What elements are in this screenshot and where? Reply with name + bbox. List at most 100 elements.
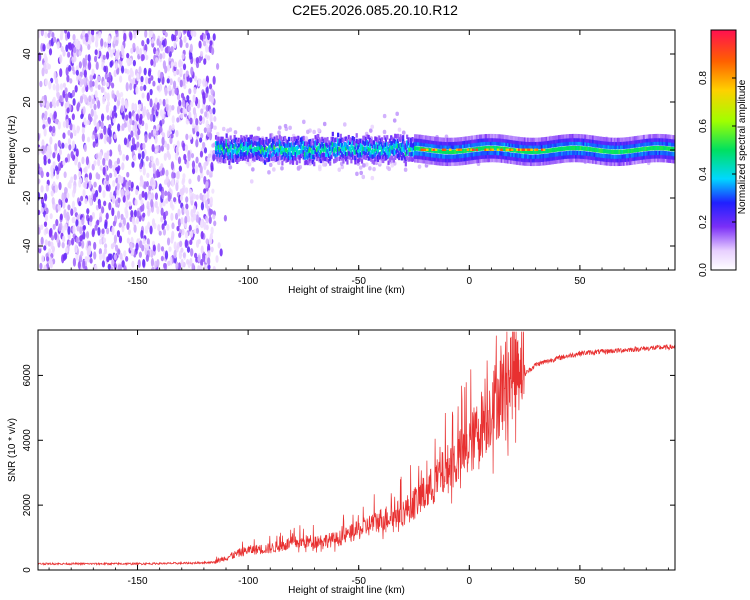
noise-cell [59, 68, 63, 78]
band-cell [528, 137, 531, 143]
band-cell [604, 157, 607, 162]
band-cell [303, 141, 307, 147]
halo-cell [403, 167, 408, 172]
band-cell [630, 148, 633, 153]
band-cell [440, 154, 443, 159]
band-cell [330, 154, 333, 160]
band-cell [388, 138, 391, 144]
band-cell [647, 141, 650, 146]
band-cell [511, 159, 514, 165]
band-cell [294, 147, 297, 152]
noise-cell [66, 74, 70, 83]
band-cell [463, 157, 466, 162]
noise-cell [152, 128, 157, 137]
band-cell [458, 153, 462, 159]
noise-cell [150, 192, 155, 201]
band-cell [224, 153, 227, 158]
band-cell [471, 159, 474, 164]
noise-cell [102, 237, 107, 244]
band-cell [534, 161, 537, 167]
band-cell [455, 154, 459, 159]
band-cell [601, 136, 604, 142]
band-cell [644, 151, 647, 156]
plot-frame [37, 329, 676, 571]
band-cell [368, 156, 372, 161]
noise-cell [38, 178, 41, 184]
noise-cell [142, 258, 146, 268]
noise-cell [190, 247, 194, 257]
band-cell [440, 141, 443, 146]
noise-cell [75, 69, 79, 76]
band-cell [500, 151, 503, 156]
band-cell [588, 159, 592, 164]
band-cell [432, 136, 435, 141]
band-cell [291, 146, 295, 151]
noise-cell [156, 259, 160, 268]
band-cell [581, 134, 584, 139]
noise-cell [65, 67, 69, 77]
noise-cell [175, 146, 179, 154]
band-cell [500, 154, 503, 160]
band-cell [479, 141, 482, 147]
band-cell [609, 144, 612, 150]
noise-cell [75, 236, 79, 244]
band-cell [571, 141, 575, 146]
band-cell [277, 149, 280, 154]
band-cell [242, 135, 246, 141]
band-cell [278, 134, 281, 140]
noise-cell [43, 221, 48, 228]
noise-cell [198, 40, 202, 49]
band-cell [252, 142, 255, 147]
band-cell [607, 157, 610, 163]
band-cell [565, 134, 568, 139]
band-cell [624, 154, 627, 159]
band-cell [455, 137, 459, 142]
band-cell [382, 140, 385, 146]
noise-cell [162, 200, 166, 207]
band-cell [508, 135, 511, 140]
noise-cell [107, 46, 112, 53]
noise-cell [162, 52, 166, 60]
band-cell [584, 138, 587, 143]
noise-cell [212, 107, 216, 115]
band-cell [605, 149, 609, 154]
noise-cell [91, 34, 95, 43]
noise-cell [67, 226, 71, 235]
band-cell [240, 143, 243, 149]
noise-cell [136, 141, 140, 148]
noise-cell [57, 204, 61, 211]
band-cell [339, 138, 342, 144]
band-cell [496, 154, 499, 159]
band-cell [523, 161, 527, 166]
band-cell [454, 154, 457, 159]
band-cell [382, 154, 385, 159]
noise-cell [188, 111, 192, 120]
noise-cell [120, 65, 125, 74]
band-cell [306, 160, 309, 166]
band-cell [471, 155, 474, 161]
band-cell [607, 137, 610, 142]
band-cell [338, 146, 341, 152]
noise-cell [84, 166, 88, 174]
noise-cell [178, 165, 182, 172]
band-cell [214, 141, 218, 146]
band-cell [559, 138, 562, 143]
noise-cell [62, 82, 66, 88]
band-cell [584, 146, 587, 151]
noise-cell [116, 230, 121, 238]
band-cell [587, 146, 590, 152]
band-cell [609, 137, 612, 142]
core-cell [505, 148, 509, 151]
band-cell [457, 154, 460, 159]
band-cell [236, 155, 239, 160]
band-cell [557, 155, 561, 160]
noise-cell [139, 85, 144, 92]
noise-cell [102, 96, 106, 105]
band-cell [610, 137, 613, 142]
band-cell [257, 145, 260, 150]
colorbar-tick-label: 0.4 [698, 167, 709, 181]
band-cell [275, 135, 279, 140]
band-cell [313, 141, 316, 146]
band-cell [339, 148, 342, 154]
band-cell [465, 156, 468, 162]
